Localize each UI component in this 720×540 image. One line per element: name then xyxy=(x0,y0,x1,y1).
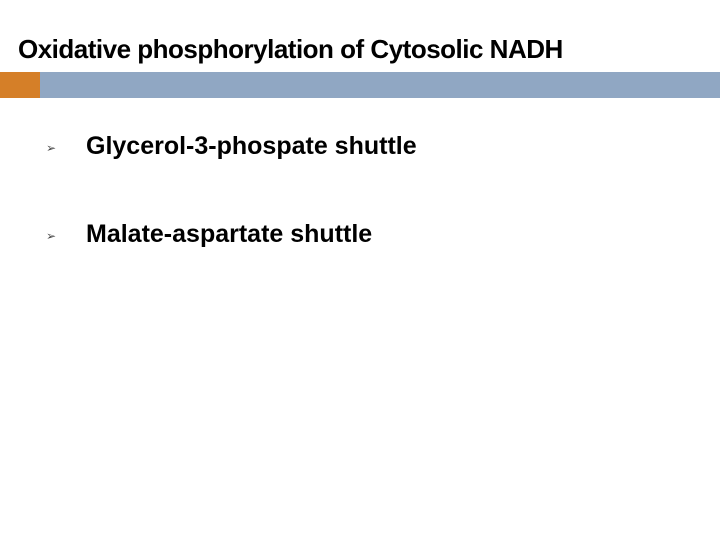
list-item-text: Malate-aspartate shuttle xyxy=(86,220,372,249)
bullet-list: ➢ Glycerol-3-phospate shuttle ➢ Malate-a… xyxy=(46,132,700,252)
accent-bar-right xyxy=(40,72,720,98)
chevron-right-icon: ➢ xyxy=(46,132,86,164)
slide-title: Oxidative phosphorylation of Cytosolic N… xyxy=(18,34,563,65)
chevron-right-icon: ➢ xyxy=(46,220,86,252)
list-item-text: Glycerol-3-phospate shuttle xyxy=(86,132,417,161)
horizontal-rule xyxy=(0,72,720,98)
slide: Oxidative phosphorylation of Cytosolic N… xyxy=(0,0,720,540)
list-item: ➢ Glycerol-3-phospate shuttle xyxy=(46,132,700,164)
accent-bar-left xyxy=(0,72,40,98)
list-item: ➢ Malate-aspartate shuttle xyxy=(46,220,700,252)
